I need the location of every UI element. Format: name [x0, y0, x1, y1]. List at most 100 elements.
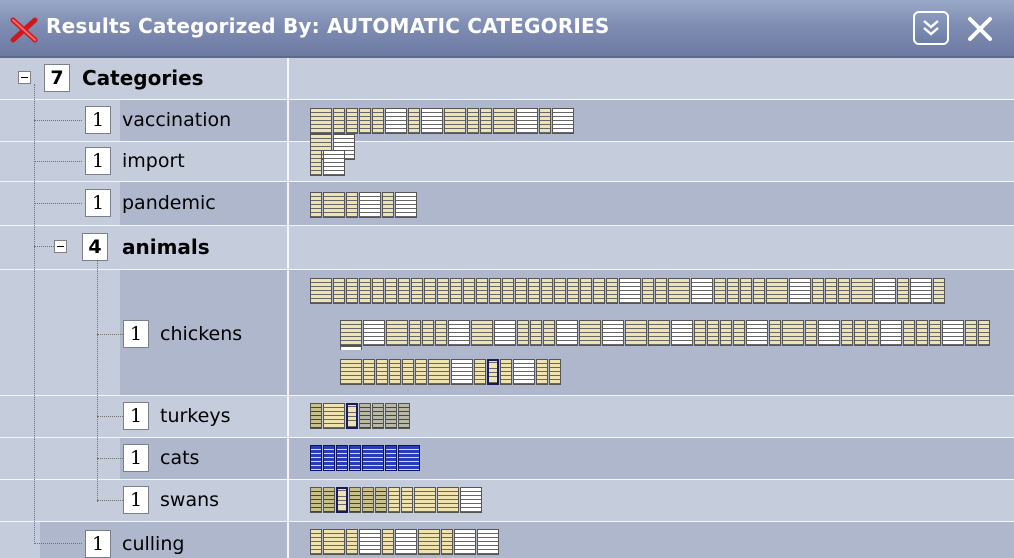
document-icon[interactable] — [349, 487, 361, 513]
document-icon[interactable] — [707, 320, 719, 346]
document-icon[interactable] — [516, 108, 538, 134]
document-strip-culling[interactable] — [310, 529, 550, 558]
document-icon[interactable] — [336, 487, 348, 513]
document-icon[interactable] — [359, 278, 371, 304]
document-icon[interactable] — [619, 278, 641, 304]
document-icon[interactable] — [515, 278, 527, 304]
document-icon[interactable] — [362, 445, 384, 471]
document-icon[interactable] — [310, 192, 322, 218]
document-icon[interactable] — [349, 445, 361, 471]
document-icon[interactable] — [880, 320, 902, 346]
document-icon[interactable] — [386, 320, 408, 346]
document-icon[interactable] — [867, 320, 879, 346]
document-icon[interactable] — [746, 320, 768, 346]
tree-label-animals[interactable]: animals — [122, 235, 210, 259]
document-icon[interactable] — [487, 359, 499, 385]
document-icon[interactable] — [444, 108, 466, 134]
document-icon[interactable] — [727, 278, 739, 304]
document-strip-vaccination[interactable] — [310, 108, 590, 160]
document-icon[interactable] — [552, 108, 574, 134]
document-icon[interactable] — [346, 278, 358, 304]
document-icon[interactable] — [310, 108, 332, 134]
document-icon[interactable] — [359, 192, 381, 218]
document-icon[interactable] — [363, 359, 375, 385]
document-icon[interactable] — [593, 278, 605, 304]
document-icon[interactable] — [602, 320, 624, 346]
document-icon[interactable] — [502, 278, 514, 304]
document-icon[interactable] — [929, 320, 941, 346]
document-icon[interactable] — [346, 108, 358, 134]
document-icon[interactable] — [530, 320, 542, 346]
document-icon[interactable] — [363, 320, 385, 346]
document-icon[interactable] — [414, 487, 436, 513]
document-icon[interactable] — [476, 278, 488, 304]
document-icon[interactable] — [463, 278, 475, 304]
document-icon[interactable] — [648, 320, 670, 346]
document-icon[interactable] — [903, 320, 915, 346]
document-icon[interactable] — [372, 278, 384, 304]
document-icon[interactable] — [310, 150, 322, 176]
document-icon[interactable] — [382, 529, 394, 555]
document-strip-chickens[interactable] — [310, 278, 1000, 308]
document-icon[interactable] — [340, 320, 362, 346]
document-icon[interactable] — [671, 320, 693, 346]
document-icon[interactable] — [382, 192, 394, 218]
document-icon[interactable] — [422, 320, 434, 346]
tree-label-cats[interactable]: cats — [160, 447, 200, 469]
document-icon[interactable] — [691, 278, 713, 304]
document-icon[interactable] — [494, 320, 516, 346]
document-icon[interactable] — [323, 445, 335, 471]
document-strip-turkeys[interactable] — [310, 403, 470, 429]
document-icon[interactable] — [480, 108, 492, 134]
document-icon[interactable] — [978, 320, 990, 346]
tree-label-turkeys[interactable]: turkeys — [160, 405, 231, 427]
document-icon[interactable] — [310, 487, 322, 513]
document-icon[interactable] — [408, 108, 420, 134]
document-icon[interactable] — [897, 278, 909, 304]
document-icon[interactable] — [428, 359, 450, 385]
document-icon[interactable] — [874, 278, 896, 304]
document-strip-import[interactable] — [310, 150, 390, 176]
document-icon[interactable] — [346, 403, 358, 429]
document-icon[interactable] — [539, 108, 551, 134]
document-icon[interactable] — [448, 320, 470, 346]
document-strip-chickens[interactable] — [340, 359, 640, 389]
document-icon[interactable] — [333, 278, 345, 304]
document-icon[interactable] — [421, 108, 443, 134]
document-icon[interactable] — [556, 320, 578, 346]
document-icon[interactable] — [359, 108, 371, 134]
tree-label-swans[interactable]: swans — [160, 489, 220, 511]
document-icon[interactable] — [340, 359, 362, 385]
collapse-button[interactable] — [913, 11, 949, 45]
document-icon[interactable] — [323, 192, 345, 218]
document-icon[interactable] — [323, 487, 335, 513]
document-icon[interactable] — [411, 278, 423, 304]
document-icon[interactable] — [385, 278, 397, 304]
document-icon[interactable] — [528, 278, 540, 304]
document-icon[interactable] — [372, 403, 384, 429]
document-icon[interactable] — [668, 278, 690, 304]
document-icon[interactable] — [500, 359, 512, 385]
document-icon[interactable] — [346, 529, 358, 555]
document-icon[interactable] — [493, 108, 515, 134]
document-icon[interactable] — [424, 278, 436, 304]
document-icon[interactable] — [389, 359, 401, 385]
document-icon[interactable] — [454, 529, 476, 555]
document-icon[interactable] — [477, 529, 499, 555]
root-collapse-toggle[interactable] — [18, 71, 31, 84]
document-icon[interactable] — [513, 359, 535, 385]
document-icon[interactable] — [714, 278, 726, 304]
document-icon[interactable] — [543, 320, 555, 346]
document-strip-pandemic[interactable] — [310, 192, 450, 218]
document-icon[interactable] — [541, 278, 553, 304]
animals-collapse-toggle[interactable] — [54, 240, 67, 253]
document-icon[interactable] — [385, 108, 407, 134]
document-icon[interactable] — [782, 320, 804, 346]
document-icon[interactable] — [323, 529, 345, 555]
tree-label-chickens[interactable]: chickens — [160, 323, 243, 345]
document-icon[interactable] — [451, 359, 473, 385]
document-icon[interactable] — [489, 278, 501, 304]
document-icon[interactable] — [769, 320, 781, 346]
document-icon[interactable] — [385, 445, 397, 471]
document-strip-swans[interactable] — [310, 487, 570, 513]
